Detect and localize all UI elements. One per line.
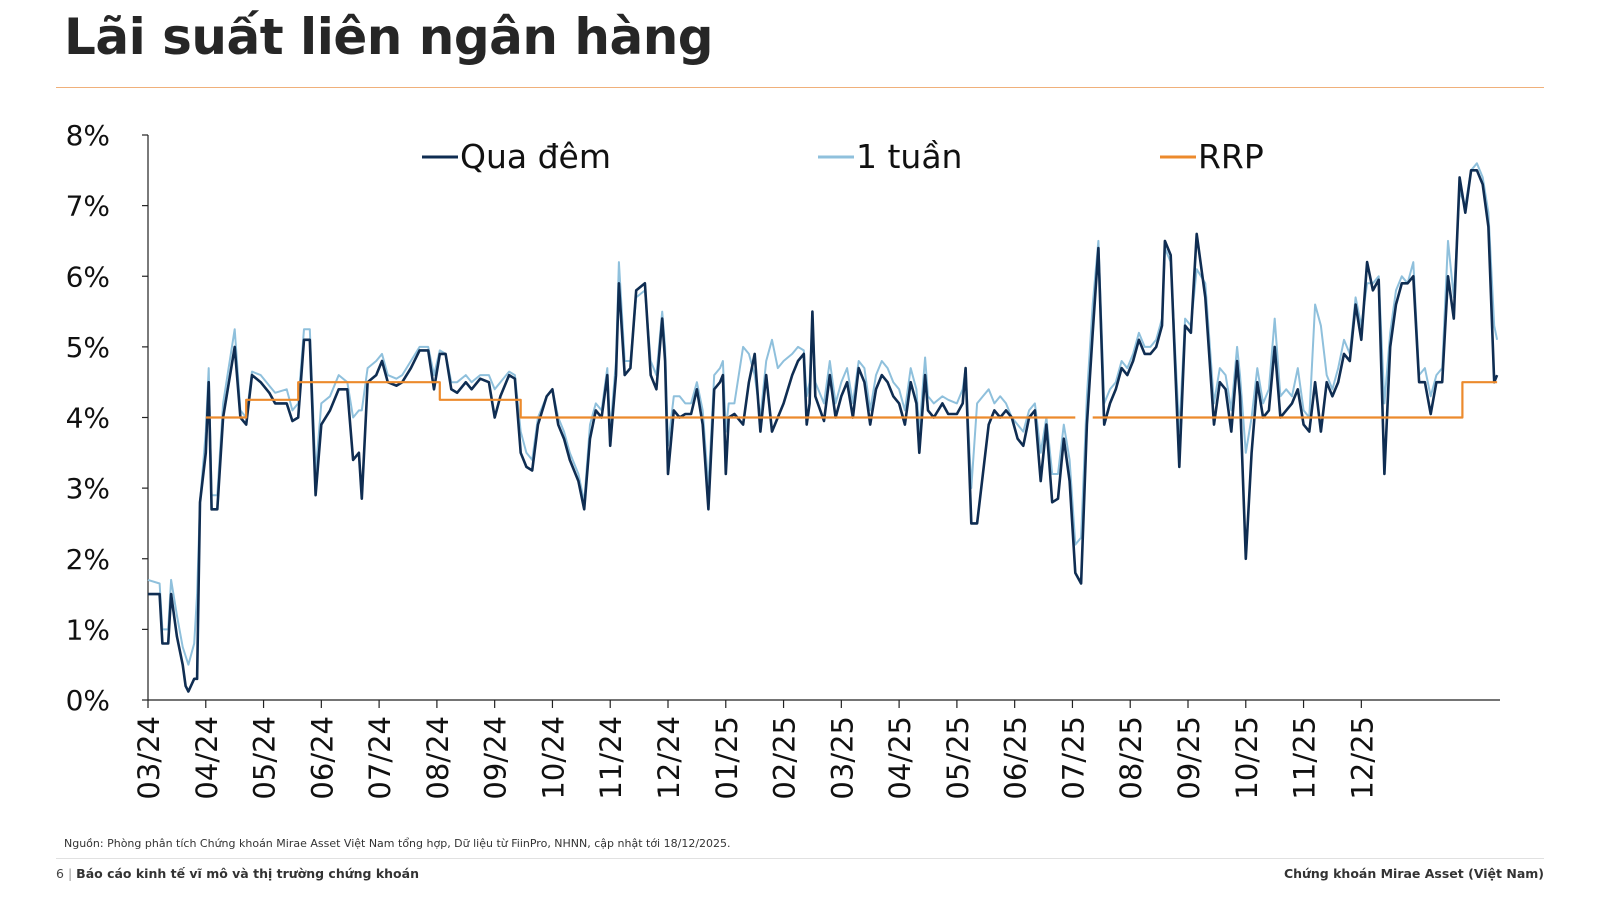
y-tick-label: 4% bbox=[66, 402, 110, 435]
x-tick-label: 11/24 bbox=[594, 716, 628, 800]
series-line-1 bbox=[147, 162, 1499, 666]
y-tick-label: 0% bbox=[66, 684, 110, 717]
x-tick-label: 08/24 bbox=[421, 716, 455, 800]
chart-series-lines bbox=[147, 162, 1499, 693]
x-tick-label: 05/25 bbox=[941, 716, 975, 800]
x-tick-label: 10/25 bbox=[1230, 716, 1264, 800]
x-tick-label: 05/24 bbox=[248, 716, 282, 800]
x-tick-label: 07/25 bbox=[1056, 716, 1090, 800]
series-line-2-b bbox=[1092, 381, 1498, 419]
x-tick-label: 06/25 bbox=[999, 716, 1033, 800]
chart-legend: Qua đêm 1 tuần RRP bbox=[422, 137, 1264, 176]
x-tick-label: 06/24 bbox=[305, 716, 339, 800]
report-name: Báo cáo kinh tế vĩ mô và thị trường chứn… bbox=[76, 866, 419, 881]
y-tick-label: 2% bbox=[66, 543, 110, 576]
footer-left: 6 | Báo cáo kinh tế vĩ mô và thị trường ch… bbox=[56, 866, 419, 881]
footer-divider bbox=[56, 858, 1544, 859]
page-title: Lãi suất liên ngân hàng bbox=[64, 8, 714, 66]
company-name: Chứng khoán Mirae Asset (Việt Nam) bbox=[1283, 866, 1544, 881]
x-tick-label: 01/25 bbox=[710, 716, 744, 800]
chart-axes: 0% 1% 2% 3% 4% 5% 6% 7% 8% 03/24 04/24 05/24 06/24 07… bbox=[66, 119, 1500, 800]
x-tick-label: 12/24 bbox=[652, 716, 686, 800]
x-tick-label: 09/24 bbox=[479, 716, 513, 800]
x-tick-label: 09/25 bbox=[1172, 716, 1206, 800]
y-tick-label: 1% bbox=[66, 613, 110, 646]
x-tick-label: 04/24 bbox=[190, 716, 224, 800]
x-tick-label: 07/24 bbox=[363, 716, 397, 800]
y-tick-label: 5% bbox=[66, 331, 110, 364]
x-tick-label: 10/24 bbox=[536, 716, 570, 800]
x-tick-label: 03/25 bbox=[825, 716, 859, 800]
page-number: 6 bbox=[56, 866, 64, 881]
legend-label: Qua đêm bbox=[460, 137, 611, 176]
legend-label: 1 tuần bbox=[856, 137, 962, 176]
x-tick-label: 04/25 bbox=[883, 716, 917, 800]
source-note: Nguồn: Phòng phân tích Chứng khoán Mirae… bbox=[64, 837, 731, 850]
title-divider bbox=[56, 87, 1544, 88]
y-tick-label: 7% bbox=[66, 190, 110, 223]
x-tick-label: 12/25 bbox=[1345, 716, 1379, 800]
interbank-rate-chart: 0% 1% 2% 3% 4% 5% 6% 7% 8% 03/24 04/24 05/24 06/24 07… bbox=[66, 119, 1500, 800]
series-line-2 bbox=[205, 381, 1076, 419]
x-tick-label: 03/24 bbox=[132, 716, 166, 800]
x-tick-label: 08/25 bbox=[1114, 716, 1148, 800]
series-line-0 bbox=[148, 169, 1499, 693]
footer-separator: | bbox=[67, 866, 73, 881]
legend-label: RRP bbox=[1198, 137, 1264, 176]
y-tick-label: 8% bbox=[66, 119, 110, 152]
x-tick-label: 02/25 bbox=[768, 716, 802, 800]
y-tick-label: 6% bbox=[66, 260, 110, 293]
x-tick-label: 11/25 bbox=[1288, 716, 1322, 800]
y-tick-label: 3% bbox=[66, 472, 110, 505]
